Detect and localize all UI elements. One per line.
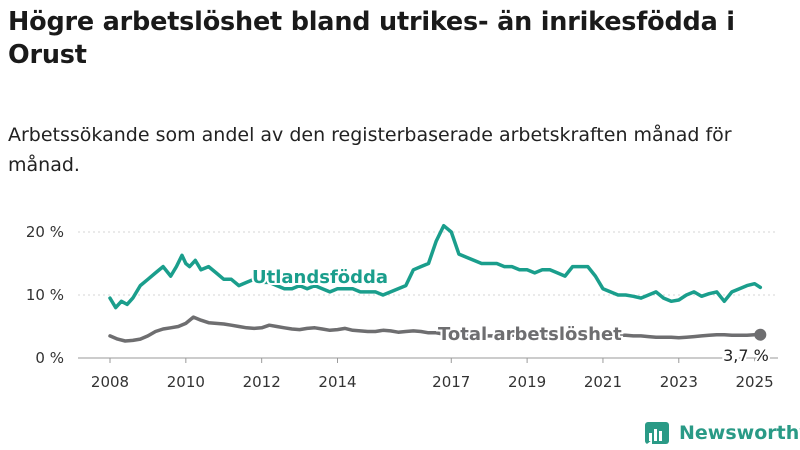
gridlines: [78, 231, 778, 359]
series-line-utlandsfodda: [108, 223, 763, 310]
newsworthy-logo-icon: [645, 422, 669, 444]
x-tick-label: 2017: [432, 373, 470, 391]
x-tick-label: 2008: [91, 373, 129, 391]
x-tick-label: 2019: [508, 373, 546, 391]
x-tick-label: 2023: [660, 373, 698, 391]
series-label-total: Total arbetslöshet: [438, 324, 622, 345]
series-lines: [108, 223, 763, 343]
end-point-marker: [754, 328, 767, 341]
x-tick-label: 2025: [736, 373, 774, 391]
x-tick-label: 2012: [243, 373, 281, 391]
x-axis-ticks: 2008 2010 2012 2014 2017 2019 2021 2023 2025: [91, 358, 774, 391]
y-tick-label: 0 %: [35, 349, 64, 367]
x-tick-label: 2021: [584, 373, 622, 391]
series-label-utlandsfodda: Utlandsfödda: [252, 267, 388, 288]
x-tick-label: 2010: [167, 373, 205, 391]
y-axis-ticks: 0 % 10 % 20 %: [26, 223, 64, 367]
y-tick-label: 20 %: [26, 223, 64, 241]
x-tick-label: 2014: [318, 373, 356, 391]
series-line-total: [108, 315, 763, 343]
chart-subtitle: Arbetssökande som andel av den registerb…: [8, 124, 732, 176]
brand-name: Newsworthy: [679, 422, 800, 444]
chart-title: Högre arbetslöshet bland utrikes- än inr…: [8, 7, 735, 70]
brand: Newsworthy: [645, 419, 800, 447]
y-tick-label: 10 %: [26, 286, 64, 304]
end-value-label: 3,7 %: [723, 346, 769, 365]
